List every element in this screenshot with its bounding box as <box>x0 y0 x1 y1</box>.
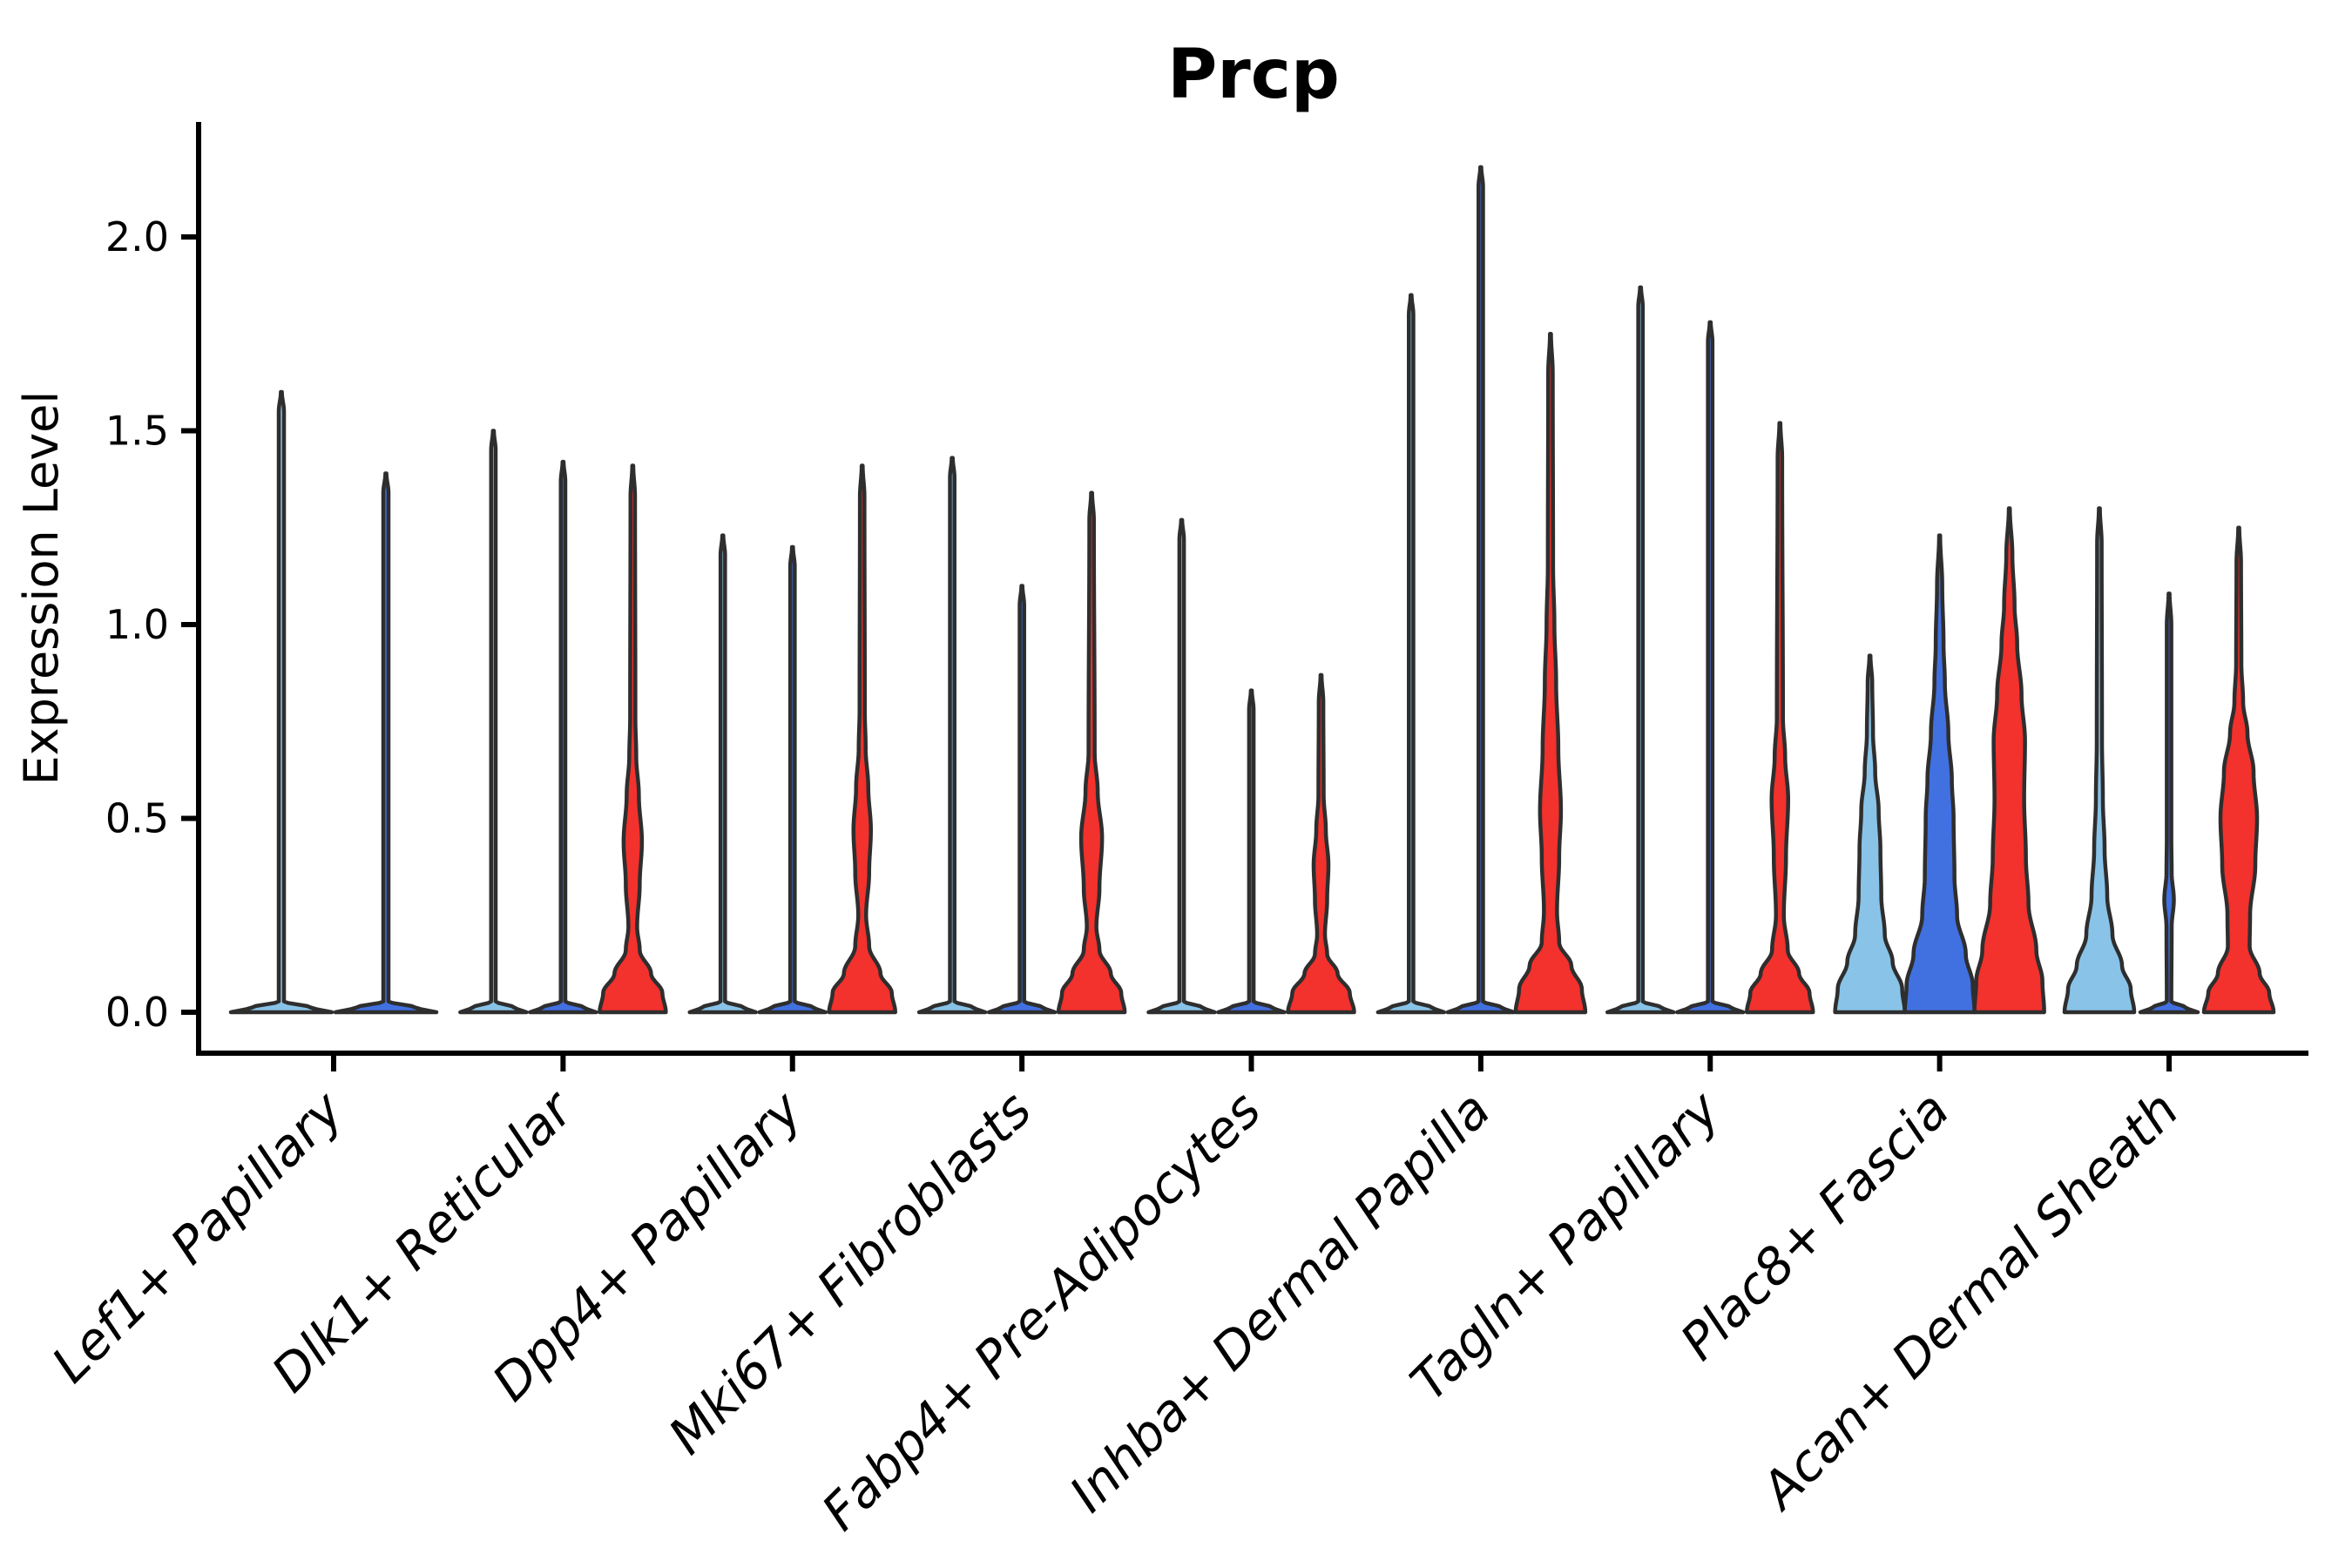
y-tick-label: 0.0 <box>105 989 169 1036</box>
violin-8-0 <box>2062 506 2137 1015</box>
violin-0-1 <box>333 471 439 1015</box>
plot-title: Prcp <box>1167 36 1340 114</box>
violin-6-0 <box>1605 285 1676 1015</box>
y-tick-label: 1.5 <box>105 408 169 455</box>
y-tick-label: 1.0 <box>105 601 169 648</box>
violin-3-0 <box>916 456 988 1015</box>
violin-7-0 <box>1833 653 1907 1015</box>
y-tick-label: 2.0 <box>105 213 169 260</box>
y-axis-label: Expression Level <box>14 391 69 786</box>
violin-7-2 <box>1972 506 2046 1015</box>
violin-1-2 <box>598 463 668 1015</box>
violin-5-1 <box>1445 165 1517 1015</box>
violin-6-1 <box>1675 320 1746 1015</box>
violins-layer <box>228 165 2276 1015</box>
violin-0-0 <box>228 389 335 1015</box>
violin-8-1 <box>2138 591 2200 1015</box>
violin-2-2 <box>827 463 897 1015</box>
violin-7-1 <box>1903 533 1977 1015</box>
violin-2-0 <box>687 533 758 1015</box>
violin-3-2 <box>1056 490 1127 1015</box>
violin-2-1 <box>757 544 828 1015</box>
violin-1-1 <box>528 459 598 1015</box>
violin-5-2 <box>1513 332 1588 1015</box>
violin-5-0 <box>1375 293 1447 1015</box>
y-tick-label: 0.5 <box>105 795 169 842</box>
violin-4-0 <box>1146 517 1217 1015</box>
violin-3-1 <box>986 584 1058 1015</box>
violin-1-0 <box>458 429 529 1015</box>
violin-4-1 <box>1216 688 1287 1015</box>
violin-6-2 <box>1745 421 1815 1015</box>
violin-4-2 <box>1286 672 1356 1015</box>
violin-8-2 <box>2201 525 2276 1015</box>
